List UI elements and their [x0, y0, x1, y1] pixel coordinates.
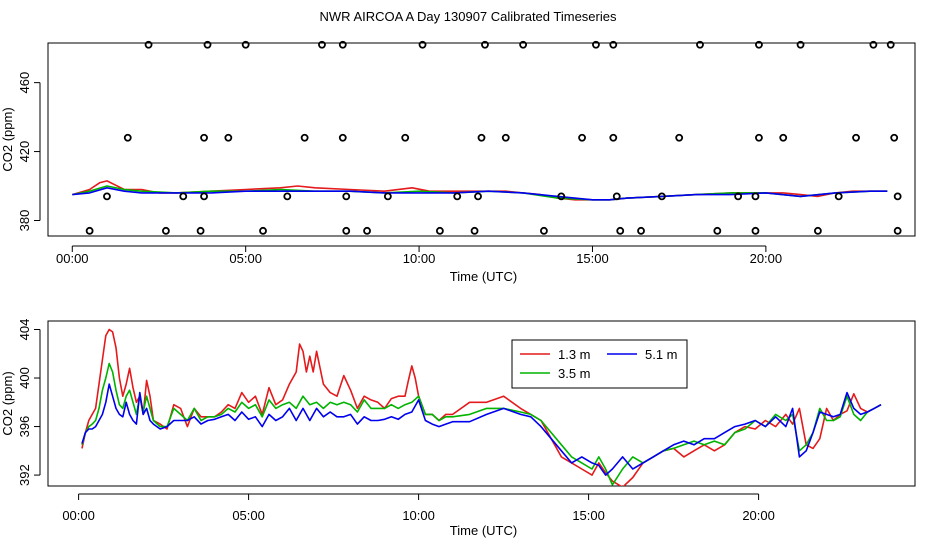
panel-2-y-tick-label: 404: [17, 319, 32, 341]
panel-1-marker-point: [203, 40, 212, 49]
panel-1-series-5-1-m: [72, 187, 888, 201]
panel-1-marker-point: [893, 192, 902, 201]
panel-1-marker-point: [241, 40, 250, 49]
panel-1-marker-point: [363, 226, 371, 235]
panel-1-marker-point: [470, 226, 479, 235]
panel-1-marker-point: [318, 40, 326, 49]
panel-1-marker-point: [852, 133, 860, 142]
panel-1-marker-point: [300, 133, 309, 142]
panel-2-y-tick-label: 400: [17, 367, 32, 389]
panel-1-marker-point: [540, 226, 548, 235]
panel-1-marker-point: [481, 40, 489, 49]
panel-2-y-tick-label: 392: [17, 464, 32, 486]
panel-1-marker-point: [435, 226, 444, 235]
panel-1-x-tick-label: 00:00: [56, 251, 89, 266]
panel-1-marker-point: [609, 133, 618, 142]
panel-1-series-1-3-m: [72, 180, 888, 201]
panel-1-marker-point: [657, 192, 666, 201]
panel-2-series-3-5-m: [81, 362, 882, 486]
panel-1-marker-point: [85, 226, 94, 235]
panel-1-marker-point: [123, 133, 132, 142]
panel-1-marker-point: [612, 192, 621, 201]
panel-1-marker-point: [834, 192, 843, 201]
panel-1-marker-point: [696, 40, 704, 49]
panel-1-x-tick-label: 20:00: [750, 251, 783, 266]
panel-1-x-tick-label: 10:00: [403, 251, 436, 266]
panel-1-marker-point: [675, 133, 684, 142]
panel-1-y-tick-label: 420: [17, 141, 32, 163]
panel-2-legend-label: 5.1 m: [645, 347, 678, 362]
panel-1-marker-point: [418, 40, 427, 49]
panel-2-legend-label: 1.3 m: [558, 347, 591, 362]
panel-1-marker-point: [751, 192, 760, 201]
panel-1-marker-point: [501, 133, 510, 142]
panel-2-x-tick-label: 20:00: [742, 508, 775, 523]
panel-2-x-tick-label: 05:00: [232, 508, 265, 523]
page-title: NWR AIRCOA A Day 130907 Calibrated Times…: [319, 9, 617, 24]
panel-1-marker-point: [578, 133, 586, 142]
panel-1-marker-point: [200, 133, 208, 142]
panel-2-series-1-3-m: [81, 328, 882, 486]
panel-1-marker-point: [342, 226, 351, 235]
panel-1-marker-point: [401, 133, 410, 142]
panel-1-marker-point: [200, 192, 208, 201]
panel-1-marker-point: [338, 133, 347, 142]
panel-1-marker-point: [144, 40, 153, 49]
panel-1-marker-point: [886, 40, 895, 49]
panel-1-marker-point: [779, 133, 788, 142]
panel-1-marker-point: [474, 192, 482, 201]
panel-2-x-tick-label: 00:00: [62, 508, 95, 523]
panel-2-x-tick-label: 15:00: [572, 508, 605, 523]
panel-1-marker-point: [755, 40, 763, 49]
panel-1-marker-point: [224, 133, 233, 142]
panel-1-marker-point: [637, 226, 645, 235]
panel-2-x-axis-title: Time (UTC): [450, 523, 517, 538]
panel-1-marker-point: [383, 192, 392, 201]
panel-1-marker-point: [713, 226, 722, 235]
panel-2-legend-box: [511, 339, 688, 389]
panel-1-marker-point: [259, 226, 267, 235]
panel-1-marker-point: [179, 192, 188, 201]
panel-2-y-tick-label: 396: [17, 416, 32, 438]
panel-1-marker-point: [734, 192, 743, 201]
panel-1-marker-point: [557, 192, 566, 201]
panel-1-marker-point: [519, 40, 528, 49]
panel-1-marker-point: [162, 226, 170, 235]
panel-1-marker-point: [342, 192, 351, 201]
panel-1-marker-point: [338, 40, 347, 49]
panel-1-marker-point: [869, 40, 878, 49]
panel-1-y-axis-title: CO2 (ppm): [0, 107, 15, 171]
panel-2-legend-label: 3.5 m: [558, 366, 591, 381]
panel-1-marker-point: [196, 226, 205, 235]
panel-1-x-tick-label: 15:00: [576, 251, 609, 266]
panel-1-marker-point: [477, 133, 486, 142]
panel-1-marker-point: [893, 226, 902, 235]
panel-1-x-axis-title: Time (UTC): [450, 269, 517, 284]
panel-1-marker-point: [755, 133, 763, 142]
panel-1-y-tick-label: 380: [17, 210, 32, 232]
panel-1-marker-point: [616, 226, 625, 235]
panel-2-x-tick-label: 10:00: [402, 508, 435, 523]
panel-1-marker-point: [592, 40, 600, 49]
panel-1-marker-point: [609, 40, 618, 49]
panel-1-marker-point: [890, 133, 899, 142]
panel-2-y-axis-title: CO2 (ppm): [0, 371, 15, 435]
panel-1-y-tick-label: 460: [17, 72, 32, 94]
panel-1-marker-point: [103, 192, 111, 201]
panel-2-plot-frame: [47, 320, 916, 487]
panel-1-marker-point: [283, 192, 292, 201]
panel-1-x-tick-label: 05:00: [229, 251, 262, 266]
panel-1-marker-point: [453, 192, 462, 201]
panel-2-series-5-1-m: [81, 383, 882, 476]
panel-1-marker-point: [796, 40, 805, 49]
panel-1-marker-point: [751, 226, 760, 235]
panel-1-marker-point: [813, 226, 822, 235]
